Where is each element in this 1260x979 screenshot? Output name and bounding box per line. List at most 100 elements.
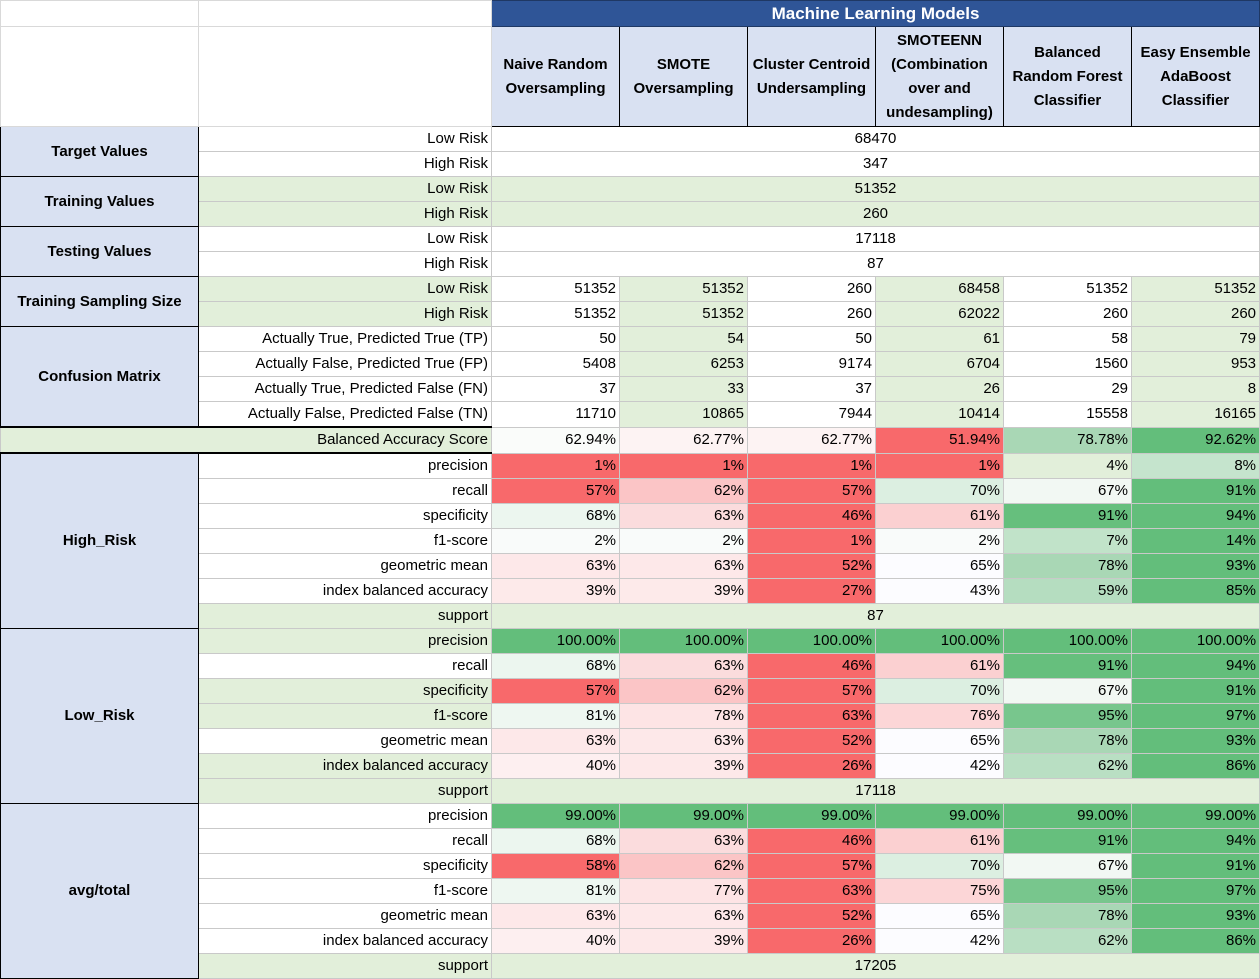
value-cell: 100.00% <box>1130 628 1260 654</box>
value-cell: 100.00% <box>1003 628 1132 654</box>
value-cell: 63% <box>619 903 748 929</box>
value-cell: 65% <box>875 553 1004 579</box>
merged-value-cell: 68470 <box>490 126 1260 152</box>
row-label: precision <box>198 803 492 829</box>
value-cell: 61% <box>875 828 1004 854</box>
row-label: Low Risk <box>198 226 492 252</box>
value-cell: 61% <box>875 503 1004 529</box>
row-label: geometric mean <box>198 553 492 579</box>
value-cell: 57% <box>747 853 876 879</box>
row-label: recall <box>198 478 492 504</box>
value-cell: 78% <box>1003 728 1132 754</box>
value-cell: 61 <box>875 326 1004 352</box>
value-cell: 62.77% <box>619 426 748 454</box>
row-label: Low Risk <box>198 276 492 302</box>
model-header: Cluster Centroid Undersampling <box>747 26 876 127</box>
table-row: recall 57% 62% 57% 70% 67% 91% <box>1 478 1260 504</box>
value-cell: 63% <box>491 553 620 579</box>
table-row: f1-score 81% 77% 63% 75% 95% 97% <box>1 878 1260 904</box>
table-row: Actually False, Predicted True (FP) 5408 6… <box>1 351 1260 377</box>
row-label: High Risk <box>198 201 492 227</box>
value-cell: 58 <box>1003 326 1132 352</box>
value-cell: 99.00% <box>875 803 1004 829</box>
models-banner: Machine Learning Models <box>490 0 1260 27</box>
table-row: specificity 68% 63% 46% 61% 91% 94% <box>1 503 1260 529</box>
row-label: f1-score <box>198 528 492 554</box>
value-cell: 79 <box>1130 326 1260 352</box>
table-row: avg/total precision 99.00% 99.00% 99.00% 99.0… <box>0 803 1260 979</box>
value-cell: 65% <box>875 728 1004 754</box>
value-cell: 7944 <box>747 401 876 428</box>
merged-value-cell: 87 <box>490 603 1260 629</box>
value-cell: 99.00% <box>1130 803 1260 829</box>
table-row: High Risk 347 <box>1 151 1260 177</box>
merged-value-cell: 87 <box>490 251 1260 277</box>
row-label: Low Risk <box>198 126 492 152</box>
group-label: Confusion Matrix <box>0 326 199 428</box>
table-row: geometric mean 63% 63% 52% 65% 78% 93% <box>1 553 1260 579</box>
value-cell: 93% <box>1130 903 1260 929</box>
value-cell: 42% <box>875 928 1004 954</box>
value-cell: 99.00% <box>1003 803 1132 829</box>
group-label: Training Sampling Size <box>0 276 199 327</box>
value-cell: 68% <box>491 503 620 529</box>
value-cell: 63% <box>491 903 620 929</box>
table-row: Low_Risk precision 100.00% 100.00% 100.00% 10… <box>0 628 1260 804</box>
value-cell: 63% <box>619 503 748 529</box>
value-cell: 57% <box>747 678 876 704</box>
table-row: High Risk 51352 51352 260 62022 260 260 <box>1 301 1260 327</box>
value-cell: 1% <box>619 452 748 479</box>
value-cell: 1% <box>747 528 876 554</box>
row-label: geometric mean <box>198 903 492 929</box>
table-row: Training Sampling Size Low Risk 51352 51352… <box>0 276 1260 327</box>
model-header: Balanced Random Forest Classifier <box>1003 26 1132 127</box>
table-row: geometric mean 63% 63% 52% 65% 78% 93% <box>1 728 1260 754</box>
row-label: precision <box>198 628 492 654</box>
table-row: Training Values Low Risk 51352 <box>0 176 1260 227</box>
value-cell: 99.00% <box>491 803 620 829</box>
blank-cell <box>198 0 492 27</box>
value-cell: 65% <box>875 903 1004 929</box>
value-cell: 93% <box>1130 728 1260 754</box>
table-row: High_Risk precision 1% 1% 1% 1% 4% 8% <box>0 452 1260 629</box>
row-label: geometric mean <box>198 728 492 754</box>
value-cell: 91% <box>1130 678 1260 704</box>
table-row: geometric mean 63% 63% 52% 65% 78% 93% <box>1 903 1260 929</box>
value-cell: 8% <box>1130 452 1260 479</box>
value-cell: 37 <box>491 376 620 402</box>
merged-value-cell: 17118 <box>490 778 1260 804</box>
merged-value-cell: 51352 <box>490 176 1260 202</box>
blank-cell <box>0 26 199 127</box>
value-cell: 1% <box>747 452 876 479</box>
value-cell: 99.00% <box>619 803 748 829</box>
value-cell: 46% <box>747 503 876 529</box>
blank-cell <box>0 0 199 27</box>
value-cell: 70% <box>875 678 1004 704</box>
value-cell: 95% <box>1003 703 1132 729</box>
value-cell: 62.94% <box>491 426 620 454</box>
row-label: Actually False, Predicted False (TN) <box>198 401 492 428</box>
value-cell: 63% <box>619 828 748 854</box>
value-cell: 2% <box>619 528 748 554</box>
table-row: specificity 58% 62% 57% 70% 67% 91% <box>1 853 1260 879</box>
value-cell: 93% <box>1130 553 1260 579</box>
value-cell: 8 <box>1130 376 1260 402</box>
value-cell: 26% <box>747 753 876 779</box>
value-cell: 78% <box>619 703 748 729</box>
value-cell: 6253 <box>619 351 748 377</box>
value-cell: 63% <box>619 653 748 679</box>
value-cell: 15558 <box>1003 401 1132 428</box>
model-header: SMOTEENN (Combination over and undesampl… <box>875 26 1004 127</box>
value-cell: 62.77% <box>747 426 876 454</box>
value-cell: 86% <box>1130 753 1260 779</box>
value-cell: 62022 <box>875 301 1004 327</box>
group-label: High_Risk <box>0 452 199 629</box>
value-cell: 260 <box>1003 301 1132 327</box>
table-row: support 17118 <box>1 778 1260 804</box>
merged-value-cell: 347 <box>490 151 1260 177</box>
value-cell: 68% <box>491 828 620 854</box>
value-cell: 51352 <box>491 276 620 302</box>
table-row: High Risk 260 <box>1 201 1260 227</box>
row-label: support <box>198 953 492 979</box>
